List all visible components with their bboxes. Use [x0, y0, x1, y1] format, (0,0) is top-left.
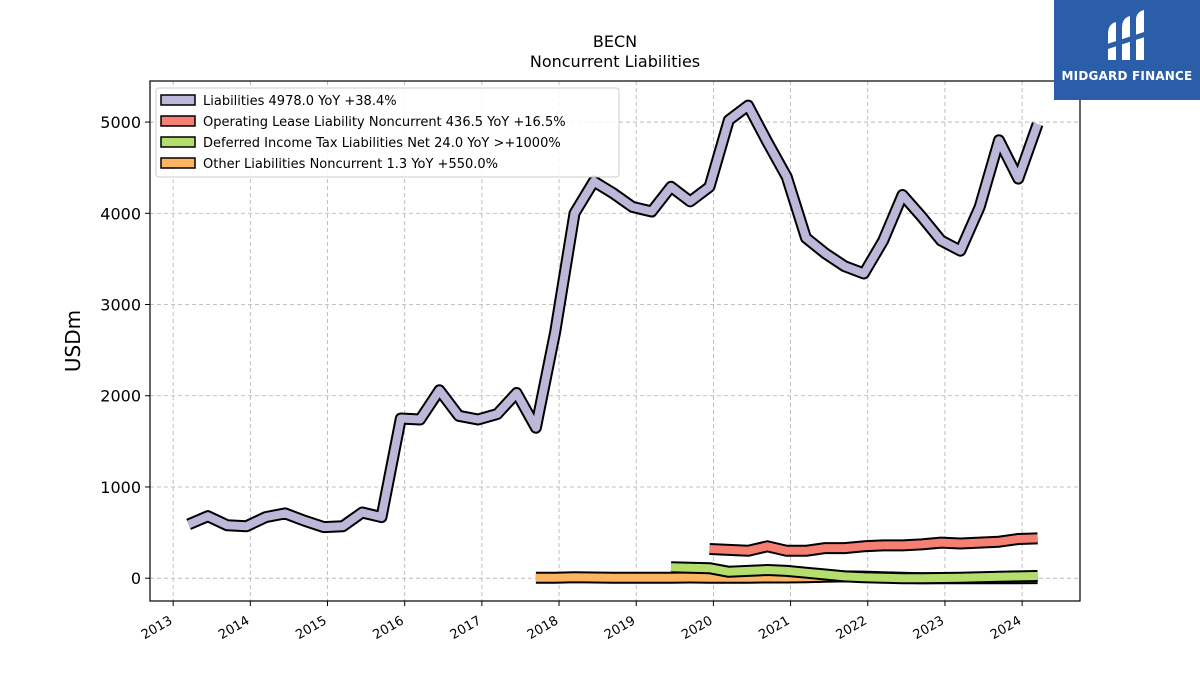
legend: Liabilities 4978.0 YoY +38.4% Operating L…: [155, 87, 620, 178]
x-tick-label: 2022: [834, 613, 870, 643]
x-tick-label: 2024: [988, 613, 1024, 643]
chart-title: BECN: [593, 32, 637, 51]
legend-swatch: [160, 157, 196, 169]
x-tick-label: 2016: [371, 613, 407, 643]
y-tick-label: 0: [131, 569, 141, 588]
legend-swatch: [160, 115, 196, 127]
y-tick-label: 5000: [100, 113, 141, 132]
y-tick-label: 3000: [100, 296, 141, 315]
legend-box: [155, 87, 620, 178]
legend-swatch: [160, 136, 196, 148]
y-tick-label: 4000: [100, 204, 141, 223]
x-tick-label: 2019: [602, 613, 638, 643]
logo-text: MIDGARD FINANCE: [1061, 69, 1193, 83]
x-tick-label: 2015: [293, 613, 329, 643]
x-tick-label: 2020: [679, 613, 715, 643]
logo-mark-icon: [1106, 10, 1146, 60]
x-tick-label: 2014: [216, 613, 252, 643]
legend-entry: Liabilities 4978.0 YoY +38.4%: [203, 94, 397, 109]
series-line: [187, 101, 1042, 532]
legend-entry: Operating Lease Liability Noncurrent 436…: [203, 115, 566, 130]
brand-logo: MIDGARD FINANCE: [1054, 0, 1200, 100]
plot-frame: [149, 80, 1081, 602]
series-line: [670, 563, 1038, 583]
x-tick-label: 2021: [756, 613, 792, 643]
legend-entry: Deferred Income Tax Liabilities Net 24.0…: [203, 136, 561, 151]
legend-entry: Other Liabilities Noncurrent 1.3 YoY +55…: [203, 157, 498, 172]
x-tick-label: 2013: [139, 613, 175, 643]
legend-swatch: [160, 94, 196, 106]
y-tick-label: 2000: [100, 387, 141, 406]
x-tick-label: 2018: [525, 613, 561, 643]
x-tick-label: 2017: [448, 613, 484, 643]
y-axis-label: USDm: [61, 310, 85, 372]
y-tick-label: 1000: [100, 478, 141, 497]
chart-subtitle: Noncurrent Liabilities: [530, 52, 700, 71]
series-line: [709, 534, 1038, 555]
x-tick-label: 2023: [911, 613, 947, 643]
series-lines: [186, 99, 1044, 585]
axes: 0 1000 2000 3000 4000 5000 2013 2014 2015 2016 201…: [100, 113, 1024, 643]
